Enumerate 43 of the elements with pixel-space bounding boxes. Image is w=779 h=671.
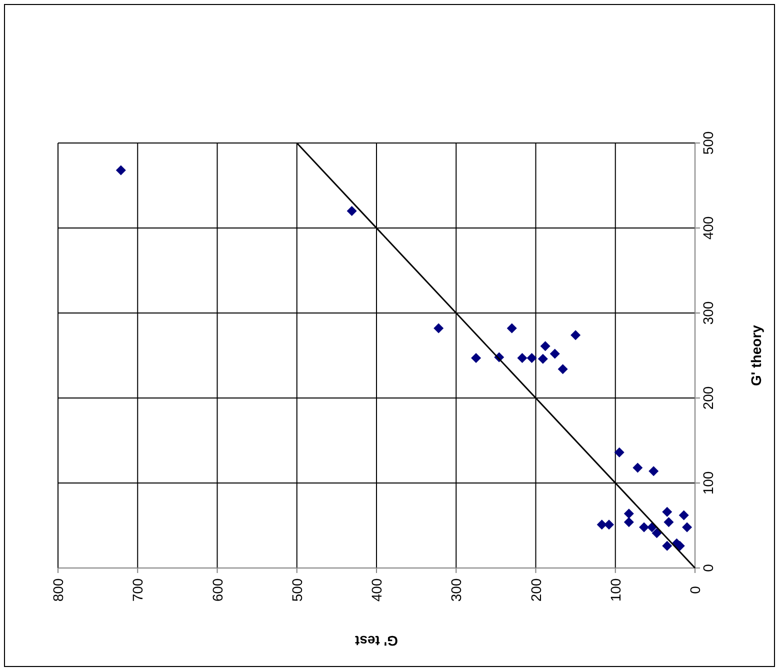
x-tick-label: 400 [368,578,384,602]
point [624,517,634,528]
x-tick-label: 200 [528,578,544,602]
x-tick-label: 300 [448,578,464,602]
point [596,520,607,530]
point [570,330,581,340]
point [664,517,674,528]
point [632,462,643,473]
point [604,520,614,530]
x-tick-label: 700 [130,578,146,602]
point [682,522,692,532]
y-tick-label: 200 [700,386,716,410]
point [540,341,550,352]
point [678,510,689,520]
point [648,466,659,476]
point [471,353,482,364]
x-tick-label: 500 [288,578,305,602]
point [506,323,517,334]
point [614,447,624,458]
point [550,348,560,359]
y-tick-label: 100 [700,471,716,495]
point [116,165,126,176]
point [517,353,528,364]
point [652,528,662,538]
y-tick-label: 400 [700,216,716,240]
point [526,353,537,364]
y-tick-label: 0 [700,564,716,572]
x-tick-label: 0 [687,586,703,594]
x-tick-label: 800 [50,578,66,602]
point [624,508,634,519]
x-tick-label: 600 [209,578,226,602]
point [662,540,672,551]
point [538,354,548,364]
y-tick-label: 500 [700,131,716,155]
x-axis-title: G' test [354,633,398,649]
point [558,364,568,374]
point [639,522,650,532]
point [662,506,672,517]
point [434,323,444,334]
point [346,206,357,216]
y-tick-label: 300 [700,301,716,325]
x-tick-label: 100 [607,578,624,602]
y-axis-title: G' theory [748,324,764,386]
